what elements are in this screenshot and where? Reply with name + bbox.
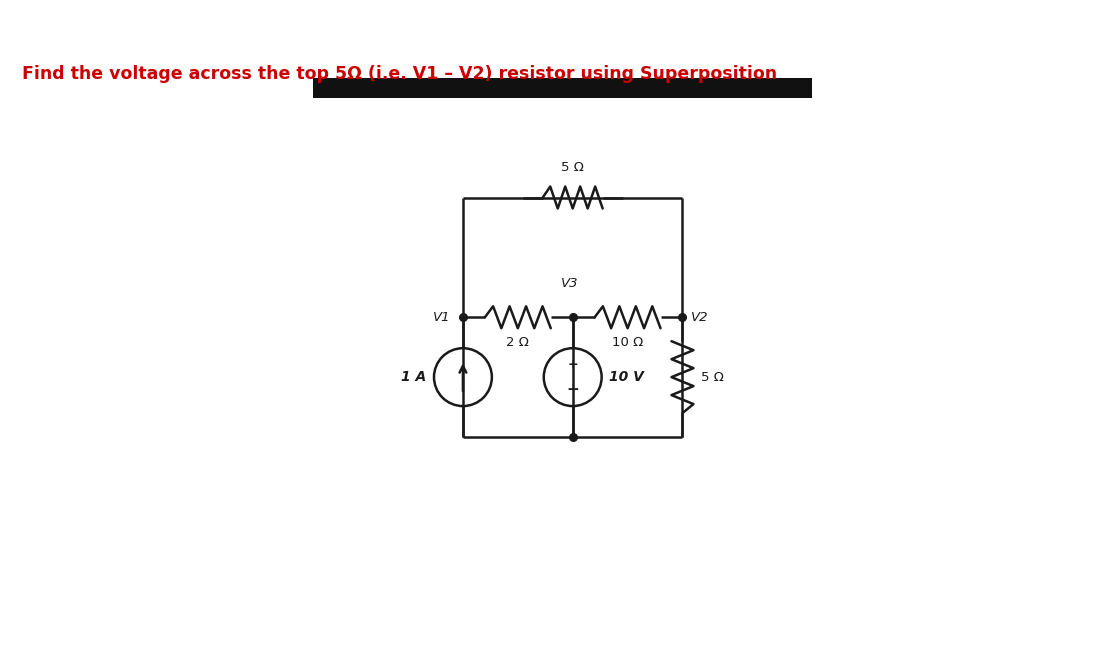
Text: 5 Ω: 5 Ω: [702, 371, 725, 384]
Text: −: −: [567, 382, 579, 397]
Text: 1 A: 1 A: [401, 370, 426, 384]
Text: V2: V2: [692, 311, 709, 324]
Text: V1: V1: [433, 311, 450, 324]
Text: V3: V3: [561, 277, 579, 290]
Text: +: +: [568, 358, 578, 371]
Text: 5 Ω: 5 Ω: [561, 161, 584, 174]
Text: 10 Ω: 10 Ω: [612, 336, 643, 349]
Text: 10 V: 10 V: [609, 370, 645, 384]
Text: 2 Ω: 2 Ω: [506, 336, 529, 349]
Text: Find the voltage across the top 5Ω (i.e. V1 – V2) resistor using Superposition: Find the voltage across the top 5Ω (i.e.…: [22, 65, 777, 83]
Bar: [313, 78, 813, 98]
